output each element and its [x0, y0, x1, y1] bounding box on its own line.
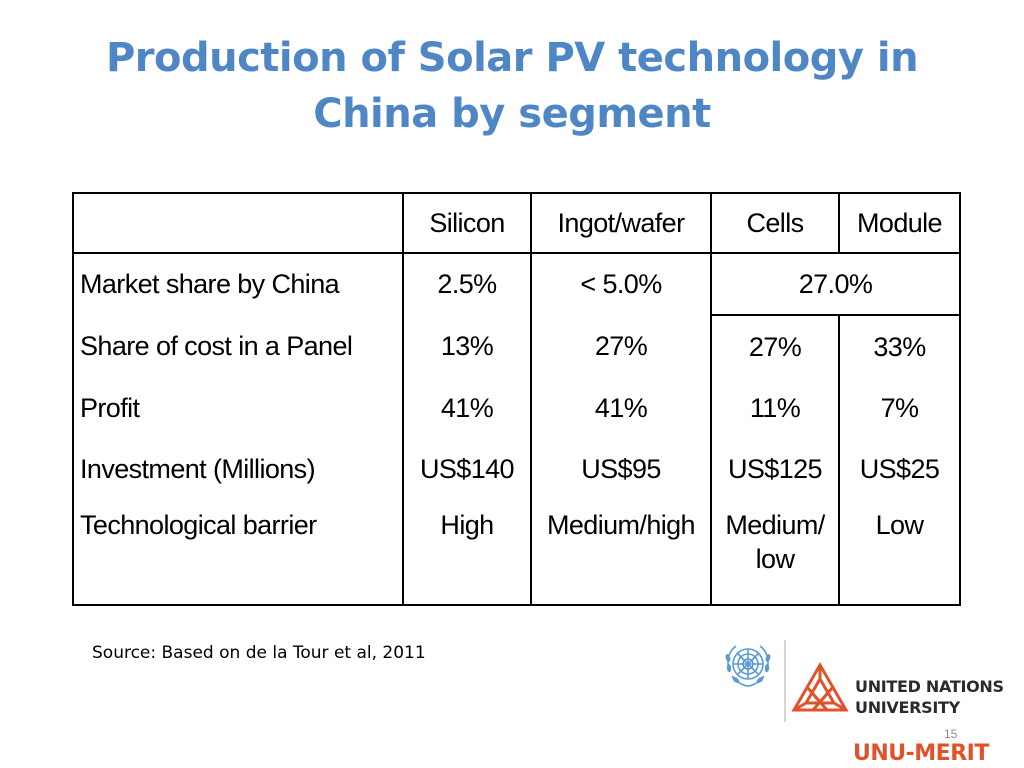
header-module: Module: [838, 192, 961, 254]
cell-profit-module: 7%: [838, 378, 961, 438]
cell-cost-share-silicon: 13%: [402, 315, 532, 378]
cell-tech-barrier-cells-line2: low: [755, 544, 795, 574]
page-number: 15: [944, 727, 958, 741]
cell-investment-module: US$25: [838, 438, 961, 500]
header-cells: Cells: [710, 192, 840, 254]
cell-investment-cells: US$125: [710, 438, 840, 500]
row-label-tech-barrier: Technological barrier: [72, 500, 404, 606]
unu-wordmark-line2: UNIVERSITY: [855, 698, 960, 717]
header-corner-cell: [72, 192, 404, 254]
unu-wordmark-line1: UNITED NATIONS: [855, 677, 1004, 696]
cell-cost-share-cells: 27%: [710, 315, 840, 378]
header-ingot-wafer: Ingot/wafer: [530, 192, 712, 254]
cell-market-share-cells-module: 27.0%: [710, 253, 961, 316]
solar-pv-segment-table: Silicon Ingot/wafer Cells Module Market …: [72, 192, 961, 606]
cell-tech-barrier-cells-line1: Medium/: [725, 510, 825, 540]
cell-cost-share-ingot-wafer: 27%: [530, 315, 712, 378]
row-label-investment: Investment (Millions): [72, 438, 404, 500]
cell-market-share-silicon: 2.5%: [402, 253, 532, 315]
un-emblem-icon: [725, 645, 771, 687]
table-row: Technological barrier High Medium/high M…: [72, 500, 961, 606]
cell-tech-barrier-cells: Medium/ low: [710, 500, 840, 606]
table-header-row: Silicon Ingot/wafer Cells Module: [72, 192, 961, 254]
unu-logo-icon: [791, 662, 849, 712]
header-silicon: Silicon: [402, 192, 532, 254]
row-label-market-share: Market share by China: [72, 253, 404, 315]
row-label-cost-share: Share of cost in a Panel: [72, 315, 404, 378]
cell-profit-silicon: 41%: [402, 378, 532, 438]
cell-tech-barrier-silicon: High: [402, 500, 532, 606]
cell-profit-ingot-wafer: 41%: [530, 378, 712, 438]
cell-investment-silicon: US$140: [402, 438, 532, 500]
slide-title: Production of Solar PV technology in Chi…: [0, 30, 1024, 142]
cell-investment-ingot-wafer: US$95: [530, 438, 712, 500]
cell-cost-share-module: 33%: [838, 315, 961, 378]
unu-merit-wordmark: UNU-MERIT: [853, 741, 989, 766]
unu-wordmark: UNITED NATIONS UNIVERSITY: [855, 676, 1004, 718]
table-row: Investment (Millions) US$140 US$95 US$12…: [72, 438, 961, 500]
cell-market-share-ingot-wafer: < 5.0%: [530, 253, 712, 315]
table-row: Profit 41% 41% 11% 7%: [72, 378, 961, 438]
table-row: Market share by China 2.5% < 5.0% 27.0%: [72, 253, 961, 316]
table-row: Share of cost in a Panel 13% 27% 27% 33%: [72, 315, 961, 378]
title-line-2: China by segment: [313, 91, 711, 137]
title-line-1: Production of Solar PV technology in: [105, 35, 919, 81]
row-label-profit: Profit: [72, 378, 404, 438]
cell-tech-barrier-module: Low: [838, 500, 961, 606]
source-citation: Source: Based on de la Tour et al, 2011: [92, 643, 426, 663]
cell-tech-barrier-ingot-wafer: Medium/high: [530, 500, 712, 606]
logo-divider: [784, 640, 786, 722]
cell-profit-cells: 11%: [710, 378, 840, 438]
